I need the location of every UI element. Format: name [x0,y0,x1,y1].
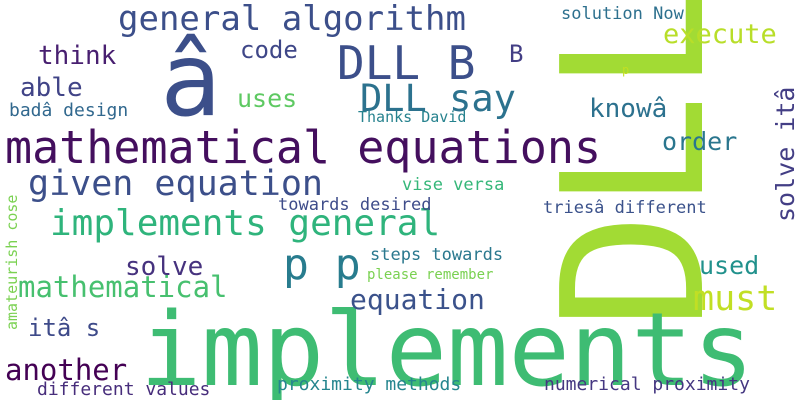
word-mathematical-equations: mathematical equations [5,121,602,174]
word-thanks-david: Thanks David [358,108,467,126]
word-general-algorithm: general algorithm [118,0,466,39]
word-solve-ita: solve itâ [771,86,800,222]
word-towards-desired: towards desired [278,195,432,215]
word-dll-say: DLL say [360,77,516,120]
word-p-p: p p [283,240,361,290]
word-given-equation: given equation [28,164,324,204]
word-b: B [509,40,524,68]
word-used: used [699,251,760,280]
word-steps-towards: steps towards [370,245,504,265]
word-must: must [693,279,778,319]
word-implements: implements [140,291,755,400]
word-triesa-different: triesâ different [543,198,707,218]
word-equation: equation [350,283,485,316]
word-implements-general: implements general [50,203,441,244]
word-please-remember: please remember [367,267,494,283]
word-code: code [240,36,298,64]
word-uses: uses [237,84,298,113]
word-able: able [20,73,83,103]
word-think: think [38,41,117,71]
word-proximity-methods: proximity methods [277,374,462,395]
word-solve: solve [125,252,204,282]
word-bada-design: badâ design [9,100,129,121]
word-vise-versa: vise versa [402,175,505,195]
word-execute: execute [663,19,777,50]
word-ita-s: itâ s [28,314,101,342]
word-order: order [662,127,738,156]
word-a-circumflex: â [160,21,222,140]
word-another: another [5,353,128,387]
word-different-values: different values [37,379,211,400]
word-p-small: p [622,63,630,77]
word-mathematical: mathematical [18,270,228,304]
word-amateurish-cose: amateurish cose [3,194,21,330]
word-solution-now: solution Now [561,4,684,24]
word-dll-b: DLL B [337,36,476,90]
word-numerical-proximity: numerical proximity [544,374,750,395]
word-knowa: knowâ [589,94,668,124]
